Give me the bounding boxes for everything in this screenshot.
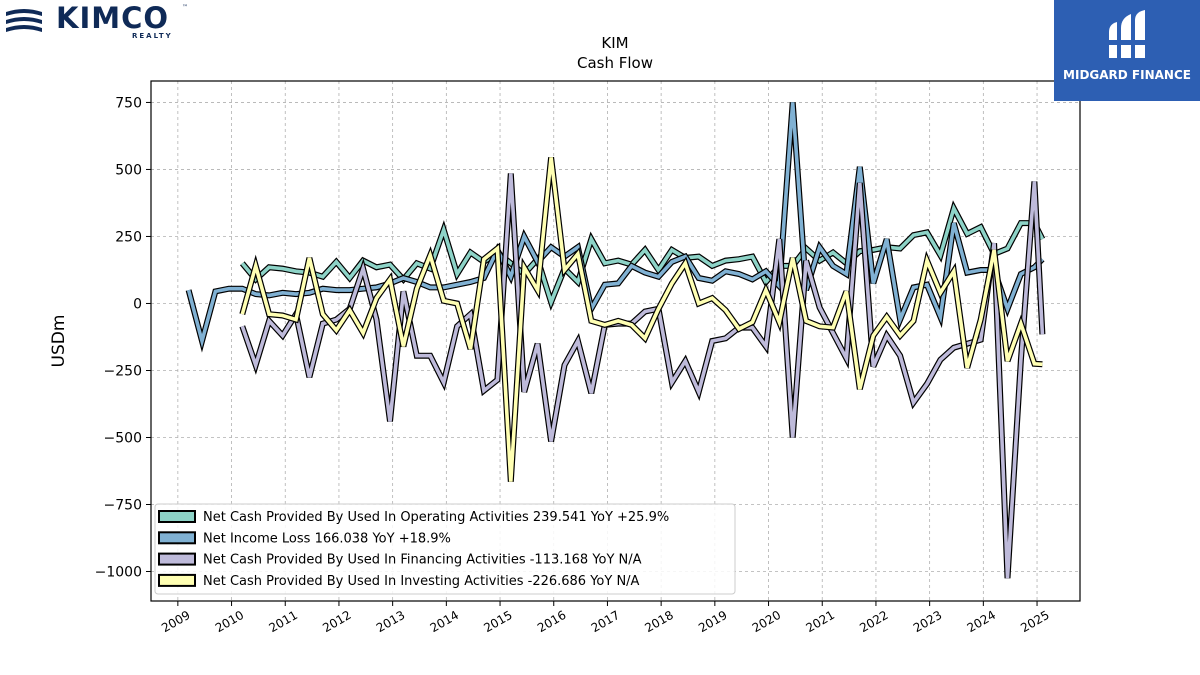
series-2 [185, 102, 1045, 353]
kimco-logo: KIMCO ™ REALTY [4, 1, 194, 44]
x-tick-label: 2013 [374, 608, 407, 635]
x-tick-label: 2015 [481, 608, 514, 635]
x-tick-label: 2025 [1018, 608, 1051, 635]
legend-swatch [158, 510, 196, 523]
series-line [186, 102, 1044, 348]
x-tick-label: 2023 [911, 608, 944, 635]
legend: Net Cash Provided By Used In Operating A… [154, 503, 736, 595]
y-tick-label: 750 [115, 95, 142, 111]
legend-label: Net Cash Provided By Used In Investing A… [203, 574, 640, 589]
x-tick-label: 2017 [589, 608, 622, 635]
legend-box [154, 503, 736, 595]
y-axis-label: USDm [49, 315, 69, 368]
x-tick-label: 2009 [159, 608, 192, 635]
series-lines [185, 102, 1046, 579]
series-3 [239, 173, 1046, 579]
midgard-finance-logo: MIDGARD FINANCE [1054, 0, 1200, 101]
x-tick-label: 2024 [965, 608, 998, 635]
x-tick-label: 2018 [642, 608, 675, 635]
legend-label: Net Income Loss 166.038 YoY +18.9% [203, 531, 451, 546]
series-4 [239, 157, 1043, 482]
y-tick-label: −250 [104, 363, 142, 379]
y-tick-label: 0 [133, 296, 142, 312]
kimco-mark-icon [6, 9, 42, 32]
legend-label: Net Cash Provided By Used In Operating A… [203, 510, 669, 525]
kimco-trademark: ™ [182, 4, 188, 11]
midgard-mark-icon [1105, 10, 1149, 58]
series-line [240, 157, 1043, 482]
y-tick-label: −1000 [95, 565, 142, 581]
legend-swatch [158, 531, 196, 545]
x-tick-label: 2014 [428, 608, 461, 635]
series-1 [239, 200, 1046, 312]
x-tick-label: 2010 [213, 608, 246, 635]
y-tick-label: −500 [104, 430, 142, 446]
x-tick-label: 2012 [320, 608, 353, 635]
x-tick-label: 2019 [696, 608, 729, 635]
midgard-finance-wordmark: MIDGARD FINANCE [1063, 68, 1191, 82]
y-tick-label: 250 [115, 229, 142, 245]
x-tick-label: 2011 [267, 608, 300, 635]
kimco-wordmark: KIMCO [56, 1, 170, 35]
series-line [240, 173, 1045, 579]
legend-label: Net Cash Provided By Used In Financing A… [203, 553, 642, 568]
x-tick-label: 2021 [804, 608, 837, 635]
series-line [240, 203, 1045, 308]
chart-title: KIM [601, 34, 628, 52]
y-tick-label: −750 [104, 498, 142, 514]
plot-frame [150, 80, 1081, 602]
y-tick-label: 500 [115, 162, 142, 178]
legend-swatch [158, 573, 196, 587]
kimco-subtitle: REALTY [132, 32, 173, 40]
x-tick-label: 2016 [535, 608, 568, 635]
x-tick-label: 2020 [750, 608, 783, 635]
x-tick-label: 2022 [857, 608, 890, 635]
legend-swatch [158, 552, 196, 566]
chart-subtitle: Cash Flow [577, 54, 653, 72]
